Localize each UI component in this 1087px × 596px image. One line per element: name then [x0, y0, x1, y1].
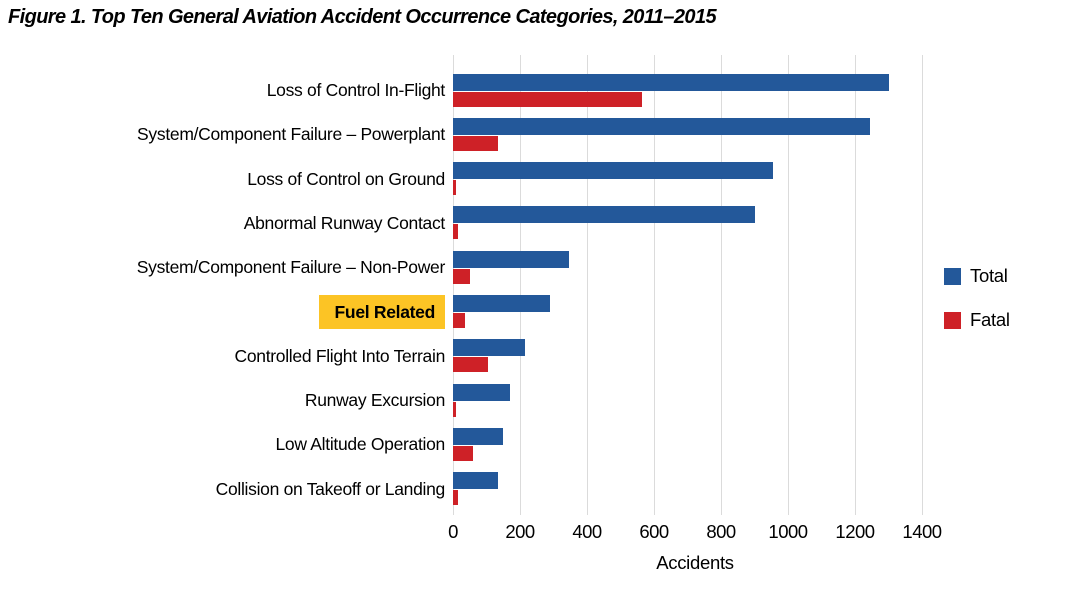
- category-text: Collision on Takeoff or Landing: [215, 478, 446, 499]
- x-tick-label-0: 0: [448, 521, 458, 542]
- bar-fatal-3: [453, 224, 459, 240]
- category-label-4: System/Component Failure – Non-Power: [0, 250, 446, 284]
- bar-total-3: [453, 206, 755, 224]
- gridline-1400: [921, 55, 923, 515]
- category-label-3: Abnormal Runway Contact: [0, 206, 446, 240]
- x-tick-label-400: 400: [572, 521, 602, 542]
- category-label-2: Loss of Control on Ground: [0, 162, 445, 196]
- category-label-7: Runway Excursion: [0, 383, 445, 417]
- legend-item-fatal: Fatal: [944, 306, 1010, 334]
- legend-label-fatal: Fatal: [970, 309, 1010, 330]
- highlighted-category-text: Fuel Related: [318, 294, 445, 329]
- x-tick-label-800: 800: [706, 521, 736, 542]
- bar-total-7: [453, 383, 510, 401]
- bar-fatal-5: [453, 313, 465, 328]
- category-text: System/Component Failure – Non-Power: [136, 257, 446, 278]
- figure-title: Figure 1. Top Ten General Aviation Accid…: [8, 6, 717, 28]
- legend-label-total: Total: [970, 265, 1008, 286]
- bar-fatal-0: [453, 91, 643, 107]
- bar-fatal-8: [453, 445, 474, 461]
- category-label-6: Controlled Flight Into Terrain: [0, 339, 445, 373]
- x-tick-label-1400: 1400: [902, 521, 942, 542]
- category-text: Controlled Flight Into Terrain: [234, 345, 445, 366]
- x-tick-label-200: 200: [505, 521, 535, 542]
- category-text: Loss of Control In-Flight: [266, 80, 446, 100]
- category-text: Runway Excursion: [304, 390, 445, 411]
- gridline-200: [519, 55, 521, 515]
- category-text: Abnormal Runway Contact: [243, 212, 446, 233]
- bar-fatal-6: [453, 357, 489, 373]
- bar-total-6: [453, 339, 526, 357]
- legend: Total Fatal: [944, 262, 1010, 350]
- bar-total-1: [453, 117, 871, 135]
- category-label-1: System/Component Failure – Powerplant: [0, 117, 445, 151]
- x-axis-title: Accidents: [656, 552, 734, 573]
- category-text: Low Altitude Operation: [275, 434, 446, 455]
- bar-total-2: [453, 162, 773, 180]
- category-text: System/Component Failure – Powerplant: [137, 124, 445, 145]
- bar-fatal-9: [453, 490, 459, 506]
- bar-total-5: [453, 295, 551, 312]
- gridline-800: [720, 55, 722, 515]
- category-label-0: Loss of Control In-Flight: [0, 73, 446, 107]
- gridline-1200: [854, 55, 856, 515]
- gridline-600: [653, 55, 655, 515]
- category-text: Loss of Control on Ground: [247, 168, 445, 189]
- bar-fatal-4: [453, 268, 470, 284]
- bar-total-8: [453, 427, 504, 445]
- category-label-5: Fuel Related: [0, 294, 445, 329]
- bar-fatal-1: [453, 135, 499, 151]
- fatal-series-swatch: [944, 311, 961, 329]
- x-tick-label-1000: 1000: [768, 521, 808, 542]
- gridline-1000: [787, 55, 789, 515]
- bar-total-4: [453, 250, 569, 268]
- bar-total-9: [453, 472, 499, 490]
- bar-fatal-7: [453, 401, 457, 417]
- x-tick-label-1200: 1200: [835, 521, 875, 542]
- category-label-8: Low Altitude Operation: [0, 427, 446, 461]
- total-series-swatch: [944, 267, 961, 285]
- legend-item-total: Total: [944, 262, 1010, 290]
- gridline-400: [586, 55, 588, 515]
- bar-fatal-2: [453, 180, 457, 196]
- bar-total-0: [453, 73, 889, 91]
- gridline-0: [452, 55, 454, 515]
- x-tick-label-600: 600: [639, 521, 669, 542]
- category-label-9: Collision on Takeoff or Landing: [0, 472, 446, 506]
